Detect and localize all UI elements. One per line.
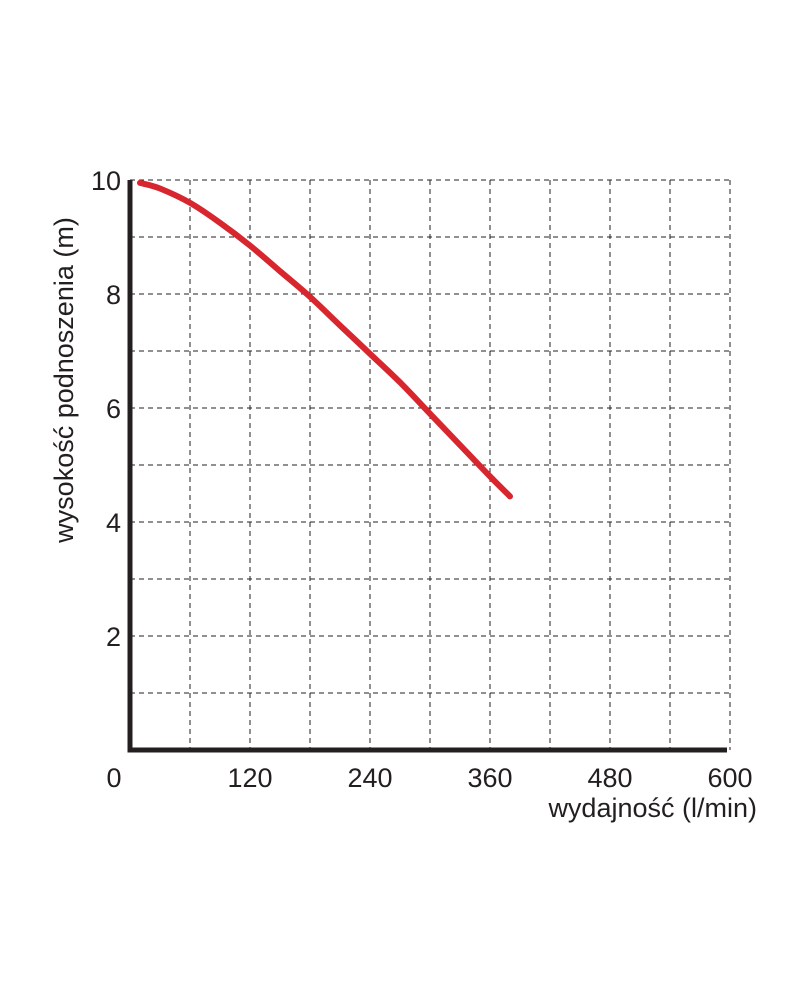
series-line <box>137 179 513 500</box>
y-tick-label: 10 <box>91 166 121 196</box>
y-axis-title: wysokość podnoszenia (m) <box>49 217 79 544</box>
tick-labels: 0 120 240 360 480 600 2 4 6 8 10 <box>91 166 753 793</box>
x-tick-label: 0 <box>106 763 121 793</box>
y-tick-label: 8 <box>106 280 121 310</box>
y-tick-label: 2 <box>106 622 121 652</box>
y-tick-label: 4 <box>106 508 121 538</box>
x-tick-label: 240 <box>347 763 392 793</box>
x-tick-label: 360 <box>467 763 512 793</box>
x-tick-label: 600 <box>707 763 752 793</box>
grid <box>130 179 731 750</box>
x-tick-label: 120 <box>227 763 272 793</box>
x-axis-title: wydajność (l/min) <box>547 793 757 823</box>
axes <box>127 180 727 753</box>
x-tick-label: 480 <box>587 763 632 793</box>
y-tick-label: 6 <box>106 394 121 424</box>
series <box>137 179 513 500</box>
